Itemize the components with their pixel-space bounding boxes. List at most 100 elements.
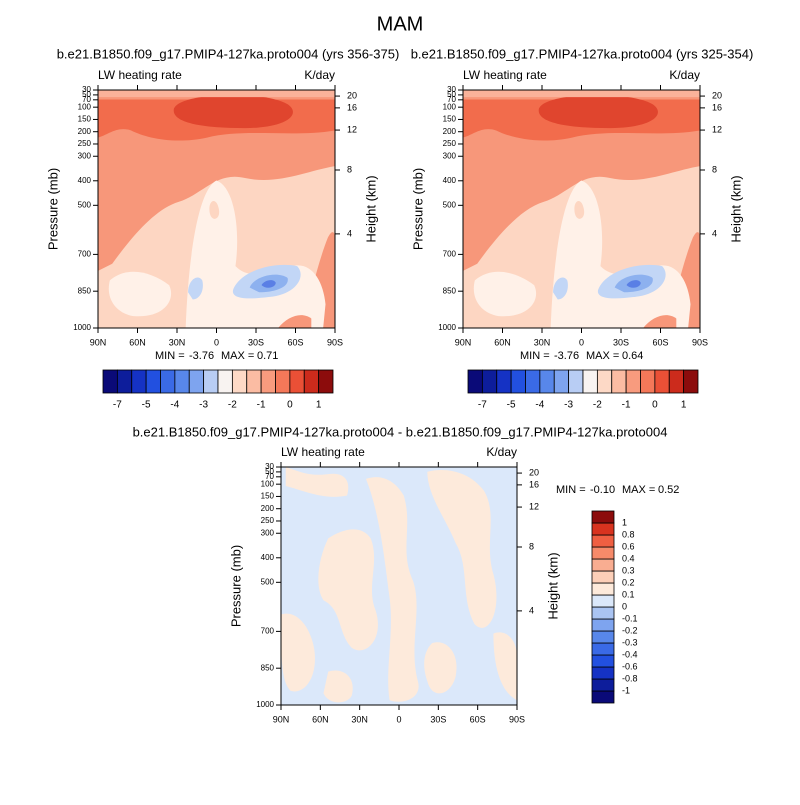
colorbar-label: -5: [507, 400, 516, 411]
x-tick-label: 90S: [327, 337, 343, 347]
colorbar-label: -4: [535, 400, 544, 411]
colorbar-box: [231, 369, 248, 394]
y2-tick-label: 20: [529, 467, 539, 477]
y-tick-label: 300: [261, 528, 275, 537]
contour-fill: [185, 180, 326, 328]
contour-fill: [278, 315, 312, 328]
x-tick-label: 90S: [692, 337, 708, 347]
y-tick-label: 70: [82, 95, 91, 104]
x-tick-label: 60N: [312, 714, 329, 724]
right-label: K/day: [486, 445, 517, 459]
colorbar-box: [640, 369, 656, 394]
contour-fill: [424, 642, 457, 694]
colorbar-box: [591, 534, 615, 548]
y2-axis-label: Height (km): [545, 552, 560, 619]
y-tick-label: 500: [443, 200, 457, 209]
max-value: 0.64: [622, 350, 643, 362]
y-axis-label: Pressure (mb): [410, 168, 425, 250]
colorbar-box: [289, 369, 305, 394]
colorbar-label: 0.1: [622, 589, 635, 599]
colorbar-label: 0: [622, 601, 627, 611]
y2-tick-label: 12: [529, 501, 539, 511]
contour-fill: [553, 277, 568, 300]
colorbar-label: -1: [622, 400, 631, 411]
x-tick-label: 90N: [273, 714, 290, 724]
x-tick-label: 60N: [494, 337, 511, 347]
y-tick-label: 30: [447, 85, 456, 94]
colorbar-box: [246, 369, 262, 394]
y2-tick-label: 4: [347, 228, 352, 238]
y-tick-label: 100: [443, 102, 457, 111]
colorbar-box: [496, 369, 512, 394]
colorbar-label: -5: [142, 400, 151, 411]
contour-fill: [574, 200, 585, 219]
colorbar-label: 0: [652, 400, 658, 411]
contour-fill: [427, 470, 497, 628]
colorbar-label: 1: [681, 400, 687, 411]
y-tick-label: 500: [261, 577, 275, 586]
y-tick-label: 700: [443, 250, 457, 259]
colorbar-label: 0.3: [622, 565, 635, 575]
contour-fill: [643, 315, 677, 328]
colorbar-label: -3: [564, 400, 573, 411]
contour-fill: [173, 94, 293, 129]
x-tick-label: 60S: [470, 714, 486, 724]
colorbar-box: [145, 369, 161, 394]
y-tick-label: 250: [443, 139, 457, 148]
y2-tick-label: 20: [347, 90, 357, 100]
colorbar-box: [596, 369, 613, 394]
y-tick-label: 150: [261, 492, 275, 501]
colorbar-label: -2: [228, 400, 237, 411]
y-tick-label: 200: [78, 127, 92, 136]
colorbar-box: [668, 369, 685, 394]
y-axis-label: Pressure (mb): [228, 545, 243, 627]
colorbar-box: [174, 369, 190, 394]
colorbar-label: -2: [593, 400, 602, 411]
min-label: MIN =: [155, 350, 185, 362]
y2-tick-label: 4: [529, 605, 534, 615]
colorbar-box: [303, 369, 320, 394]
x-tick-label: 60S: [287, 337, 303, 347]
right-label: K/day: [669, 68, 700, 82]
colorbar-label: -0.3: [622, 637, 638, 647]
colorbar-box: [217, 369, 233, 394]
y-tick-label: 150: [78, 115, 92, 124]
x-tick-label: 90N: [455, 337, 472, 347]
colorbar-box: [591, 642, 615, 656]
colorbar-label: -0.4: [622, 649, 638, 659]
contour-fill: [281, 613, 315, 692]
colorbar-box: [131, 369, 147, 394]
y-tick-label: 50: [265, 467, 274, 476]
y-tick-label: 70: [447, 95, 456, 104]
contour-fill: [285, 467, 349, 497]
x-tick-label: 0: [214, 337, 219, 347]
colorbar-label: -0.6: [622, 661, 638, 671]
y-tick-label: 70: [265, 472, 274, 481]
colorbar-box: [591, 546, 615, 560]
colorbar-box: [591, 606, 615, 620]
min-value: -0.10: [590, 484, 615, 496]
colorbar-box: [591, 594, 615, 608]
colorbar-box: [591, 522, 615, 536]
y-tick-label: 400: [443, 176, 457, 185]
colorbar-box: [260, 369, 276, 394]
y2-axis-label: Height (km): [728, 175, 743, 242]
colorbar-box: [591, 558, 615, 572]
colorbar-label: 0.8: [622, 529, 635, 539]
contour-fill: [261, 280, 276, 288]
max-value: 0.52: [658, 484, 679, 496]
colorbar-box: [591, 690, 615, 704]
colorbar-label: -7: [113, 400, 122, 411]
y-tick-label: 100: [261, 479, 275, 488]
colorbar-box: [591, 654, 615, 668]
panel-title: b.e21.B1850.f09_g17.PMIP4-127ka.proto004…: [411, 46, 754, 61]
max-label: MAX =: [622, 484, 655, 496]
min-value: -3.76: [554, 350, 579, 362]
min-value: -3.76: [189, 350, 214, 362]
max-label: MAX =: [221, 350, 254, 362]
x-tick-label: 30S: [248, 337, 264, 347]
colorbar-box: [591, 666, 615, 680]
contour-fill: [538, 94, 658, 129]
x-tick-label: 60N: [129, 337, 146, 347]
